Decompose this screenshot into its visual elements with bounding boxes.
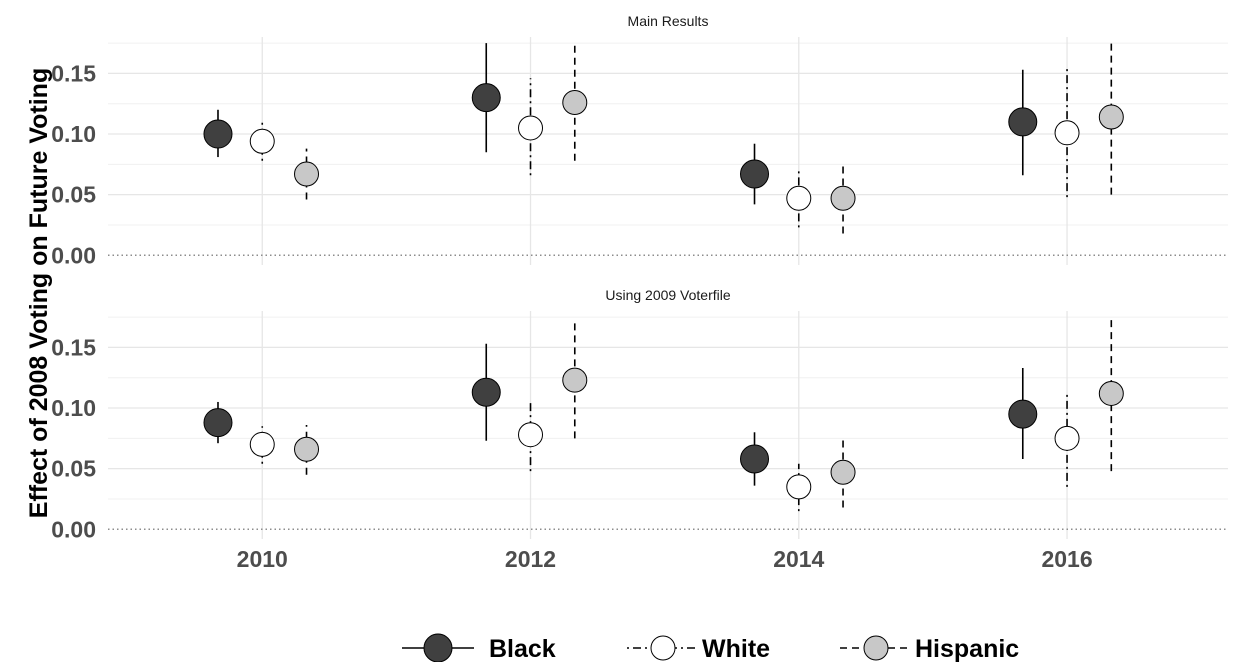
y-axis-title: Effect of 2008 Voting on Future Voting <box>25 68 53 518</box>
data-point <box>203 408 233 438</box>
data-point <box>249 128 275 154</box>
legend-item-black: Black <box>402 633 556 662</box>
y-tick-label: 0.10 <box>51 395 96 421</box>
legend-key-marker <box>650 635 676 661</box>
data-point <box>562 367 588 393</box>
panel-title: Main Results <box>628 13 709 29</box>
data-point <box>830 459 856 485</box>
data-point <box>1054 425 1080 451</box>
y-tick-label: 0.00 <box>51 516 96 542</box>
data-point <box>518 422 544 448</box>
data-point <box>471 83 501 113</box>
data-point <box>786 185 812 211</box>
data-point <box>294 161 320 187</box>
data-point <box>562 89 588 115</box>
legend-label: White <box>702 635 770 662</box>
data-point <box>1008 107 1038 137</box>
series-black <box>203 43 1038 205</box>
y-tick-label: 0.15 <box>51 334 96 360</box>
data-point <box>203 119 233 149</box>
y-tick-label: 0.10 <box>51 121 96 147</box>
series-hispanic <box>294 39 1124 234</box>
data-point <box>249 431 275 457</box>
legend-item-white: White <box>627 635 770 662</box>
legend: Black White Hispanic <box>402 633 1019 662</box>
y-tick-label: 0.15 <box>51 60 96 86</box>
x-tick-label: 2012 <box>505 546 556 572</box>
data-point <box>518 115 544 141</box>
data-point <box>1054 120 1080 146</box>
panel-2: Using 2009 Voterfile 0.00 0.05 0.10 0.15 <box>51 287 1228 542</box>
x-tick-label: 2014 <box>773 546 824 572</box>
panel-title: Using 2009 Voterfile <box>605 287 731 303</box>
data-point <box>471 377 501 407</box>
legend-label: Hispanic <box>915 635 1019 662</box>
y-tick-label: 0.05 <box>51 182 96 208</box>
data-point <box>786 474 812 500</box>
data-point <box>1098 104 1124 130</box>
x-tick-label: 2010 <box>237 546 288 572</box>
y-tick-label: 0.05 <box>51 456 96 482</box>
data-point <box>740 444 770 474</box>
series-black <box>203 343 1038 486</box>
data-point <box>1098 380 1124 406</box>
data-point <box>740 159 770 189</box>
legend-label: Black <box>489 635 556 662</box>
legend-key-marker <box>423 633 453 662</box>
y-tick-label: 0.00 <box>51 242 96 268</box>
data-point <box>1008 399 1038 429</box>
data-point <box>830 185 856 211</box>
series-white <box>249 391 1080 512</box>
series-hispanic <box>294 315 1124 508</box>
legend-key-marker <box>863 635 889 661</box>
data-point <box>294 436 320 462</box>
panel-1: Main Results 0.00 0.05 0.10 0.15 <box>51 13 1228 268</box>
x-axis: 2010 2012 2014 2016 <box>237 546 1093 572</box>
legend-item-hispanic: Hispanic <box>840 635 1019 662</box>
x-tick-label: 2016 <box>1041 546 1092 572</box>
series-white <box>249 68 1080 228</box>
